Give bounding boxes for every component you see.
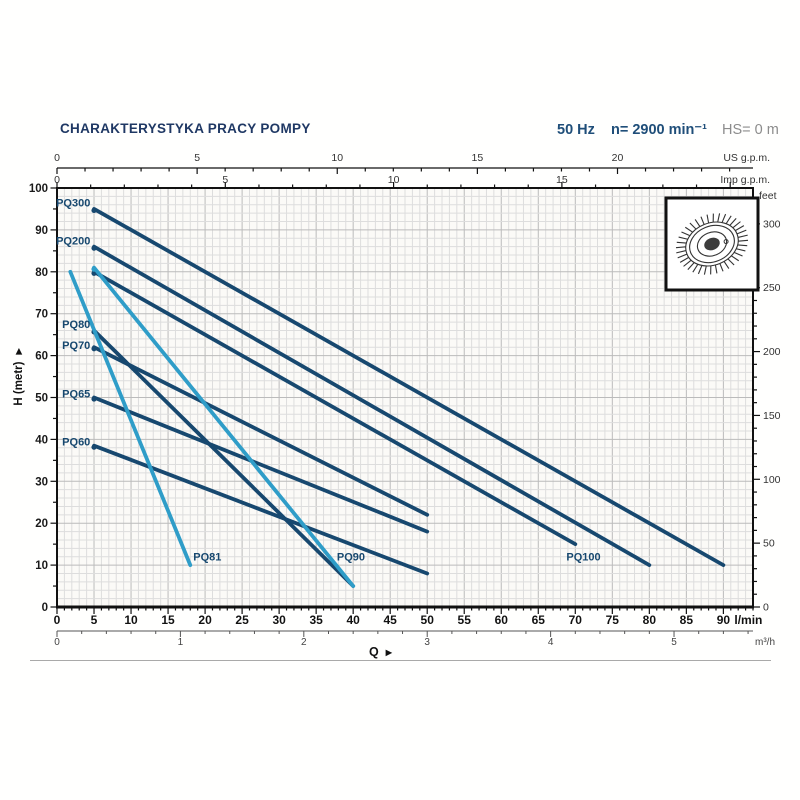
- curve-label-pq70: PQ70: [62, 340, 90, 352]
- svg-text:4: 4: [548, 637, 554, 648]
- rotation-speed-label: n= 2900 min⁻¹: [611, 122, 707, 138]
- svg-text:250: 250: [763, 282, 781, 294]
- curve-label-pq300: PQ300: [56, 198, 90, 210]
- svg-text:0: 0: [42, 602, 48, 614]
- svg-text:10: 10: [35, 560, 48, 572]
- svg-text:5: 5: [91, 613, 98, 627]
- imp-gpm-unit: Imp g.p.m.: [720, 174, 770, 186]
- svg-text:60: 60: [35, 351, 48, 363]
- svg-text:5: 5: [194, 152, 200, 164]
- frequency-label: 50 Hz: [557, 122, 595, 138]
- footer-divider: [30, 660, 771, 661]
- svg-text:70: 70: [35, 309, 48, 321]
- svg-text:40: 40: [346, 613, 360, 627]
- curve-label-pq65: PQ65: [62, 388, 90, 400]
- svg-text:90: 90: [717, 613, 731, 627]
- svg-text:100: 100: [29, 183, 48, 195]
- svg-text:70: 70: [569, 613, 583, 627]
- svg-text:0: 0: [763, 602, 769, 614]
- curve-pq65: [92, 395, 430, 534]
- svg-text:0: 0: [54, 152, 60, 164]
- svg-text:10: 10: [331, 152, 343, 164]
- curve-label-pq81: PQ81: [193, 552, 221, 564]
- svg-text:35: 35: [309, 613, 323, 627]
- svg-text:90: 90: [35, 225, 48, 237]
- right-arrow-icon: ▶: [385, 648, 392, 657]
- x-axis-title: Q ▶: [369, 645, 392, 659]
- svg-text:50: 50: [421, 613, 435, 627]
- svg-text:20: 20: [35, 518, 48, 530]
- curve-pq70: [92, 345, 430, 517]
- svg-text:15: 15: [161, 613, 175, 627]
- us-gpm-unit: US g.p.m.: [723, 152, 770, 164]
- svg-text:55: 55: [458, 613, 472, 627]
- svg-text:5: 5: [222, 174, 228, 186]
- curve-label-pq90: PQ90: [337, 552, 365, 564]
- svg-text:3: 3: [424, 637, 430, 648]
- curve-label-pq200: PQ200: [56, 235, 90, 247]
- svg-text:45: 45: [384, 613, 398, 627]
- svg-text:75: 75: [606, 613, 620, 627]
- svg-text:10: 10: [124, 613, 138, 627]
- svg-text:40: 40: [35, 434, 48, 446]
- svg-text:300: 300: [763, 218, 781, 230]
- svg-text:100: 100: [763, 474, 781, 486]
- curve-pq200: [92, 244, 652, 567]
- up-arrow-icon: ▶: [14, 348, 23, 355]
- curve-label-pq80: PQ80: [62, 319, 90, 331]
- curve-pq80: [92, 328, 356, 588]
- svg-text:15: 15: [556, 174, 568, 186]
- svg-text:0: 0: [54, 174, 60, 186]
- svg-text:0: 0: [54, 637, 60, 648]
- curve-pq100: [92, 269, 578, 547]
- svg-text:15: 15: [472, 152, 484, 164]
- svg-text:80: 80: [35, 267, 48, 279]
- curve-label-pq100: PQ100: [566, 552, 600, 564]
- svg-text:20: 20: [612, 152, 624, 164]
- feet-unit: feet: [759, 190, 777, 202]
- page-title: CHARAKTERYSTYKA PRACY POMPY: [60, 121, 311, 136]
- svg-text:65: 65: [532, 613, 546, 627]
- grid: [57, 188, 753, 607]
- lmin-unit: l/min: [734, 613, 762, 627]
- svg-text:5: 5: [671, 637, 677, 648]
- svg-text:30: 30: [272, 613, 286, 627]
- curve-pq300: [92, 207, 726, 567]
- svg-text:50: 50: [35, 393, 48, 405]
- svg-text:60: 60: [495, 613, 509, 627]
- svg-text:25: 25: [235, 613, 249, 627]
- svg-text:150: 150: [763, 410, 781, 422]
- svg-text:0: 0: [54, 613, 61, 627]
- svg-text:85: 85: [680, 613, 694, 627]
- svg-text:30: 30: [35, 476, 48, 488]
- svg-text:10: 10: [388, 174, 400, 186]
- svg-text:200: 200: [763, 346, 781, 358]
- svg-text:50: 50: [763, 538, 775, 550]
- svg-text:20: 20: [198, 613, 212, 627]
- svg-text:1: 1: [178, 637, 184, 648]
- m3h-unit: m³/h: [755, 637, 775, 648]
- y-axis-title: H (metr) ▶: [13, 348, 25, 405]
- y-axis-title-text: H (metr): [13, 361, 25, 406]
- curve-label-pq60: PQ60: [62, 436, 90, 448]
- suction-head-label: HS= 0 m: [722, 122, 779, 138]
- curve-pq90: [92, 265, 356, 588]
- x-axis-title-text: Q: [369, 645, 379, 659]
- svg-text:2: 2: [301, 637, 307, 648]
- pump-performance-chart: 0 5 10 15 20 US g.p.m.0 5 10 15 Imp g.p.m.0102030…: [29, 152, 781, 648]
- svg-text:80: 80: [643, 613, 657, 627]
- impeller-image: [664, 196, 760, 292]
- curve-pq81: [68, 269, 193, 567]
